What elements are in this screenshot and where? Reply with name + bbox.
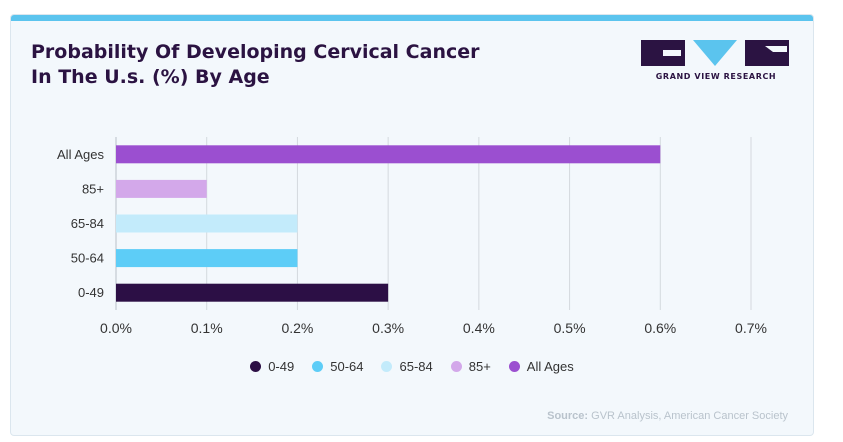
legend-dot-icon — [509, 361, 520, 372]
x-tick-label: 0.2% — [281, 320, 313, 336]
bar-65-84 — [116, 215, 297, 233]
chart-card: Probability Of Developing Cervical Cance… — [10, 14, 814, 436]
legend-item: 65-84 — [381, 359, 432, 374]
x-tick-label: 0.7% — [735, 320, 767, 336]
bar-all-ages — [116, 145, 660, 163]
legend-item: 0-49 — [250, 359, 294, 374]
legend-label: 50-64 — [330, 359, 363, 374]
legend-item: All Ages — [509, 359, 574, 374]
x-tick-label: 0.0% — [100, 320, 132, 336]
chart-legend: 0-49 50-64 65-84 85+ All Ages — [11, 359, 813, 374]
legend-label: All Ages — [527, 359, 574, 374]
x-tick-label: 0.3% — [372, 320, 404, 336]
legend-label: 65-84 — [399, 359, 432, 374]
x-tick-label: 0.6% — [644, 320, 676, 336]
y-tick-label: 50-64 — [71, 251, 104, 266]
x-tick-label: 0.4% — [463, 320, 495, 336]
x-tick-label: 0.5% — [554, 320, 586, 336]
legend-dot-icon — [381, 361, 392, 372]
legend-dot-icon — [451, 361, 462, 372]
legend-dot-icon — [312, 361, 323, 372]
bar-50-64 — [116, 249, 297, 267]
legend-label: 85+ — [469, 359, 491, 374]
legend-item: 85+ — [451, 359, 491, 374]
bar-0-49 — [116, 284, 388, 302]
source-label: Source: — [547, 410, 588, 422]
legend-item: 50-64 — [312, 359, 363, 374]
y-tick-label: 85+ — [82, 181, 104, 196]
y-tick-label: All Ages — [57, 147, 104, 162]
y-tick-label: 0-49 — [78, 285, 104, 300]
bar-85- — [116, 180, 207, 198]
legend-label: 0-49 — [268, 359, 294, 374]
y-tick-label: 65-84 — [71, 216, 104, 231]
x-tick-label: 0.1% — [191, 320, 223, 336]
source-note: Source: GVR Analysis, American Cancer So… — [547, 410, 788, 422]
source-text: GVR Analysis, American Cancer Society — [591, 410, 788, 422]
legend-dot-icon — [250, 361, 261, 372]
